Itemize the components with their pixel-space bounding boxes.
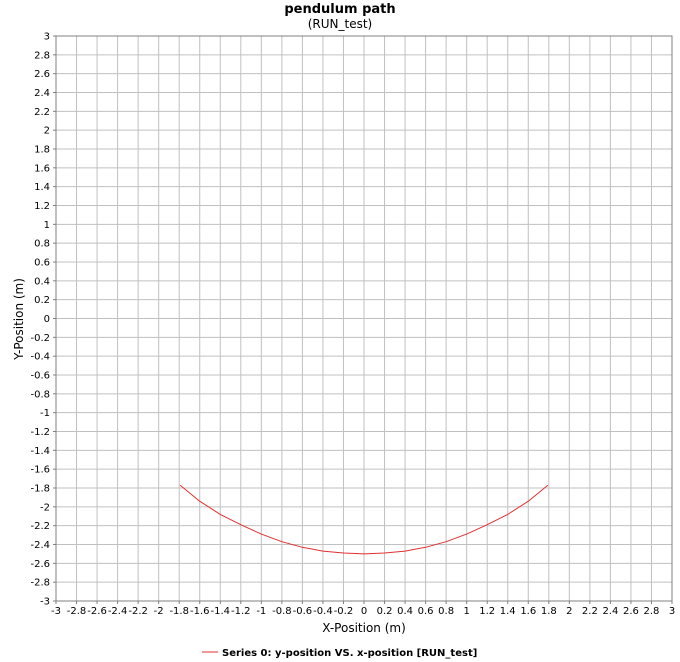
y-tick-label: 0: [44, 314, 50, 325]
x-tick-label: -2.2: [128, 606, 148, 617]
legend: Series 0: y-position VS. x-position [RUN…: [202, 648, 477, 659]
y-tick-label: -1.2: [30, 427, 50, 438]
y-tick-label: 2.6: [34, 69, 50, 80]
y-tick-label: 1.8: [34, 145, 50, 156]
x-tick-label: 1.4: [500, 606, 516, 617]
y-tick-label: 1.4: [34, 182, 50, 193]
chart-subtitle: (RUN_test): [308, 17, 373, 31]
grid: [55, 35, 673, 602]
x-tick-label: -0.4: [313, 606, 333, 617]
y-tick-label: 2.4: [34, 88, 50, 99]
x-tick-label: 1.2: [479, 606, 495, 617]
y-tick-label: 2.8: [34, 50, 50, 61]
x-tick-label: -0.2: [334, 606, 354, 617]
y-tick-label: 1.2: [34, 201, 50, 212]
legend-entry-series-0: Series 0: y-position VS. x-position [RUN…: [222, 648, 477, 659]
y-tick-label: 0.2: [34, 295, 50, 306]
y-tick-label: -0.4: [30, 352, 50, 363]
series-0-line: [179, 484, 549, 555]
x-tick-label: -2.6: [87, 606, 107, 617]
x-tick-label: -1.6: [190, 606, 210, 617]
x-tick-label: -0.8: [272, 606, 292, 617]
x-axis-label: X-Position (m): [322, 621, 406, 635]
x-tick-label: 0.6: [418, 606, 434, 617]
y-tick-label: -1.4: [30, 446, 50, 457]
x-tick-label: 0: [361, 606, 367, 617]
y-tick-label: 0.4: [34, 276, 50, 287]
x-tick-label: 2: [566, 606, 572, 617]
x-tick-label: -2.8: [67, 606, 87, 617]
y-tick-label: 1.6: [34, 163, 50, 174]
y-tick-label: -3: [40, 597, 50, 608]
x-tick-label: 2.6: [623, 606, 639, 617]
y-axis-label: Y-Position (m): [12, 278, 26, 361]
x-tick-label: -1.8: [169, 606, 189, 617]
x-tick-label: 1.6: [520, 606, 536, 617]
y-tick-label: 2: [44, 126, 50, 137]
y-tick-label: -2: [40, 502, 50, 513]
y-tick-label: -2.8: [30, 578, 50, 589]
x-tick-label: 2.8: [644, 606, 660, 617]
x-tick-label: 2.4: [602, 606, 618, 617]
y-tick-label: -1.6: [30, 465, 50, 476]
y-tick-label: 0.8: [34, 239, 50, 250]
y-tick-label: -0.8: [30, 389, 50, 400]
y-tick-label: -2.2: [30, 521, 50, 532]
x-tick-label: 2.2: [582, 606, 598, 617]
x-tick-label: -0.6: [293, 606, 313, 617]
x-tick-label: 0.8: [438, 606, 454, 617]
x-tick-label: -1: [256, 606, 266, 617]
y-tick-label: 0.6: [34, 258, 50, 269]
x-tick-label: 0.4: [397, 606, 413, 617]
series-layer: [179, 484, 549, 555]
x-tick-label: -3: [51, 606, 61, 617]
x-tick-label: 1: [463, 606, 469, 617]
y-tick-label: 2.2: [34, 107, 50, 118]
y-tick-label: 1: [44, 220, 50, 231]
x-tick-label: -1.4: [211, 606, 231, 617]
y-tick-label: -0.2: [30, 333, 50, 344]
x-tick-label: 0.2: [377, 606, 393, 617]
x-tick-label: 3: [669, 606, 675, 617]
y-tick-label: -2.4: [30, 540, 50, 551]
y-tick-labels: 3 2.8 2.6 2.4 2.2 2 1.8 1.6 1.4 1.2 1 0.8 0.6 0.4 0.2 0…: [30, 32, 56, 608]
x-tick-label: -2.4: [108, 606, 128, 617]
y-tick-label: 3: [44, 32, 50, 43]
x-tick-labels: -3 -2.8 -2.6 -2.4 -2.2 -2 -1.8 -1.6 -1.4 -1.2 -1 -0…: [51, 601, 675, 617]
y-tick-label: -1.8: [30, 484, 50, 495]
x-tick-label: -1.2: [231, 606, 251, 617]
y-tick-label: -0.6: [30, 371, 50, 382]
y-tick-label: -1: [40, 408, 50, 419]
y-tick-label: -2.6: [30, 559, 50, 570]
x-tick-label: -2: [154, 606, 164, 617]
x-tick-label: 1.8: [541, 606, 557, 617]
chart-title: pendulum path: [284, 2, 395, 17]
